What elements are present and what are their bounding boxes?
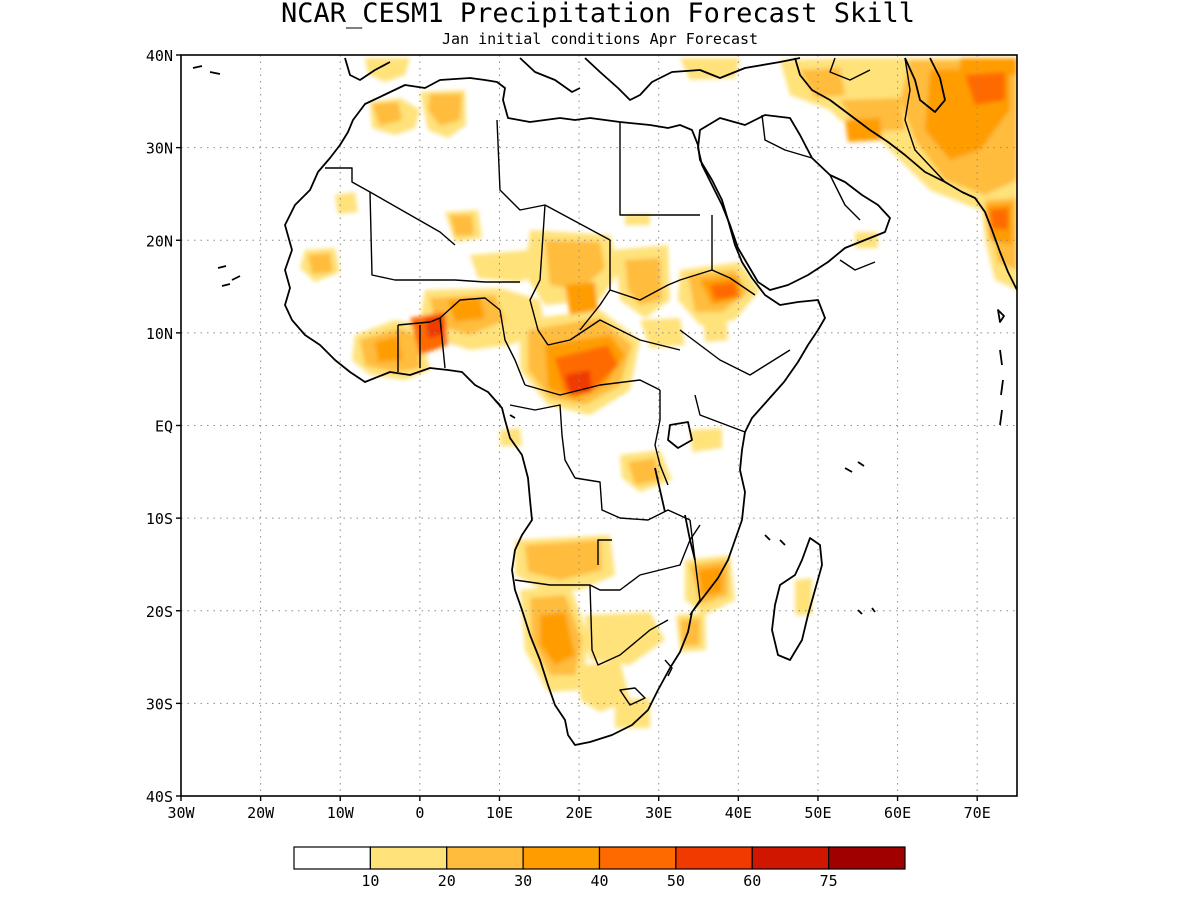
lat-tick-label: 30N [146, 140, 173, 158]
iberia-coastline [344, 57, 391, 81]
map-title: NCAR_CESM1 Precipitation Forecast Skill [281, 0, 915, 29]
lon-tick-label: 40E [725, 804, 752, 822]
colorbar-label: 75 [820, 872, 838, 890]
skill-patch-wa-peak [448, 298, 485, 322]
colorbar: 10 20 30 40 50 60 75 [293, 846, 906, 890]
lon-tick-label: 50E [804, 804, 831, 822]
lat-tick-label: 30S [146, 695, 173, 713]
skill-patch-east-core [628, 458, 660, 485]
skill-shading [300, 58, 1017, 728]
lat-tick-label: 20N [146, 232, 173, 250]
colorbar-swatch [446, 846, 524, 870]
colorbar-label: 50 [667, 872, 685, 890]
longitude-ticks: 30W 20W 10W 0 10E 20E 30E 40E 50E 60E 70E [167, 796, 991, 822]
colorbar-swatch [293, 846, 371, 870]
comoros [764, 534, 786, 546]
lat-tick-label: EQ [155, 418, 173, 436]
skill-patch-namibia-peak [540, 612, 575, 665]
skill-patch-morocco-core [372, 102, 402, 126]
arabia-coastline [697, 114, 891, 291]
lat-tick-label: 10N [146, 325, 173, 343]
country-borders [325, 57, 946, 706]
lon-tick-label: 60E [884, 804, 911, 822]
maldives [999, 349, 1004, 426]
plot-area [181, 55, 1017, 796]
colorbar-swatch [751, 846, 830, 870]
skill-patch-arabia-peak [845, 118, 882, 142]
skill-patch-madagascar [795, 578, 812, 615]
skill-patch-north-morocco [365, 58, 410, 82]
lat-tick-label: 40S [146, 788, 173, 806]
lon-tick-label: 20W [247, 804, 275, 822]
lon-tick-label: 30E [645, 804, 672, 822]
sri-lanka [997, 309, 1005, 323]
colorbar-label: 20 [438, 872, 456, 890]
italy-coastline [519, 57, 581, 93]
skill-patch-angola-core [525, 540, 602, 580]
skill-patch-chad-core [545, 240, 605, 290]
skill-patch-southafrica [580, 662, 630, 712]
mascarene-islands [857, 607, 876, 615]
skill-patch-med [680, 58, 740, 80]
grid-lines [181, 55, 1017, 796]
colorbar-label: 30 [514, 872, 532, 890]
skill-patch-ghana-peak [375, 336, 402, 362]
skill-patch-botswana [585, 612, 665, 665]
skill-patch-libya [625, 214, 650, 225]
colorbar-label: 10 [361, 872, 379, 890]
colorbar-swatch [828, 846, 906, 870]
canary-islands [217, 265, 241, 287]
skill-patch-iran-max [965, 72, 1005, 105]
skill-patch-india-max [990, 208, 1008, 230]
colorbar-swatch [369, 846, 448, 870]
lat-tick-label: 40N [146, 47, 173, 65]
skill-patch-northeast [960, 58, 1017, 75]
skill-patch-kenya [690, 428, 722, 452]
lon-tick-label: 70E [964, 804, 991, 822]
skill-patch-algeria-core [428, 94, 462, 126]
asia-coastline [794, 57, 1017, 291]
africa-coastline [284, 77, 826, 746]
balkans-coastline [584, 57, 801, 101]
madagascar-coastline [771, 537, 823, 661]
colorbar-swatch [675, 846, 753, 870]
skill-patch-congo [500, 428, 522, 446]
colorbar-label: 40 [590, 872, 608, 890]
lon-tick-label: 20E [566, 804, 593, 822]
seychelles [844, 461, 865, 473]
caspian-coastline [904, 57, 946, 113]
colorbar-swatch [522, 846, 601, 870]
gulf-islands [494, 399, 516, 419]
lon-tick-label: 0 [415, 804, 424, 822]
cape-verde-islands [192, 65, 221, 75]
lat-tick-label: 10S [146, 510, 173, 528]
skill-patch-mauritania [335, 192, 358, 214]
skill-patch-chad-peak [565, 282, 598, 315]
skill-patch-niger-core [450, 215, 474, 236]
colorbar-swatch [598, 846, 677, 870]
lon-tick-label: 30W [167, 804, 195, 822]
coastlines [192, 57, 1017, 746]
lake-tanganyika [654, 467, 666, 513]
skill-patch-senegal-core [308, 253, 333, 274]
lon-tick-label: 10W [327, 804, 355, 822]
lat-tick-label: 20S [146, 603, 173, 621]
lake-victoria [667, 421, 693, 449]
skill-patch-ethiopia-max [710, 282, 738, 300]
map-subtitle: Jan initial conditions Apr Forecast [442, 30, 758, 48]
colorbar-label: 60 [743, 872, 761, 890]
skill-patch-sa-coast [615, 698, 650, 728]
latitude-ticks: 40N 30N 20N 10N EQ 10S 20S 30S 40S [146, 47, 181, 806]
skill-patch-moz-peak [698, 566, 722, 596]
lon-tick-label: 10E [486, 804, 513, 822]
